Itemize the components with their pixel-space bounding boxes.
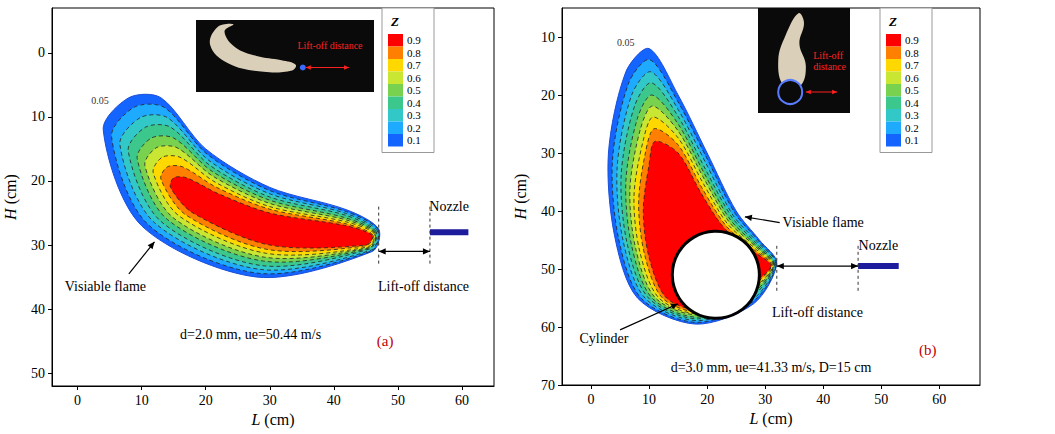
svg-text:Lift-off distance: Lift-off distance [772, 305, 863, 320]
svg-text:10: 10 [541, 30, 555, 45]
svg-text:10: 10 [135, 393, 149, 408]
svg-text:(cm): (cm) [512, 174, 530, 208]
svg-text:50: 50 [541, 262, 555, 277]
svg-text:0.4: 0.4 [407, 97, 421, 109]
svg-text:0.2: 0.2 [905, 122, 919, 134]
svg-text:40: 40 [816, 392, 830, 407]
svg-text:40: 40 [541, 204, 555, 219]
svg-text:0.7: 0.7 [407, 59, 421, 71]
svg-text:Nozzle: Nozzle [429, 199, 469, 214]
svg-text:50: 50 [874, 392, 888, 407]
svg-text:0.8: 0.8 [905, 47, 919, 59]
svg-text:70: 70 [541, 378, 555, 393]
svg-text:0.7: 0.7 [905, 59, 919, 71]
svg-text:0.3: 0.3 [407, 109, 421, 121]
svg-text:60: 60 [932, 392, 946, 407]
svg-text:20: 20 [199, 393, 213, 408]
svg-text:Lift-off distance: Lift-off distance [297, 40, 363, 51]
svg-text:0: 0 [588, 392, 595, 407]
svg-text:0.4: 0.4 [905, 97, 919, 109]
svg-text:H: H [1, 208, 19, 220]
svg-text:Z: Z [888, 14, 897, 29]
svg-text:0.05: 0.05 [91, 95, 109, 106]
svg-text:30: 30 [263, 393, 277, 408]
svg-text:0.8: 0.8 [407, 47, 421, 59]
svg-text:0.6: 0.6 [905, 72, 919, 84]
svg-text:0.5: 0.5 [407, 84, 421, 96]
svg-text:20: 20 [31, 173, 45, 188]
svg-text:H: H [511, 207, 529, 220]
svg-text:Cylinder: Cylinder [579, 331, 628, 346]
svg-text:0.5: 0.5 [905, 84, 919, 96]
svg-text:(b): (b) [919, 342, 937, 359]
svg-text:50: 50 [31, 366, 45, 381]
svg-text:0.2: 0.2 [407, 122, 421, 134]
svg-text:Lift-off distance: Lift-off distance [378, 279, 469, 294]
svg-text:Visiable flame: Visiable flame [65, 279, 146, 294]
svg-text:d=3.0 mm, ue=41.33 m/s, D=15 c: d=3.0 mm, ue=41.33 m/s, D=15 cm [671, 360, 872, 375]
svg-text:L: L [250, 411, 260, 428]
svg-text:0.9: 0.9 [905, 34, 919, 46]
svg-text:50: 50 [391, 393, 405, 408]
svg-text:Lift-off: Lift-off [813, 50, 843, 61]
svg-text:Visiable flame: Visiable flame [783, 215, 864, 230]
svg-text:60: 60 [541, 320, 555, 335]
svg-text:0: 0 [74, 393, 81, 408]
svg-text:10: 10 [642, 392, 656, 407]
svg-text:0.1: 0.1 [905, 134, 919, 146]
svg-text:0.05: 0.05 [617, 37, 635, 48]
svg-text:20: 20 [700, 392, 714, 407]
svg-text:20: 20 [541, 88, 555, 103]
svg-text:60: 60 [455, 393, 469, 408]
svg-text:30: 30 [758, 392, 772, 407]
svg-text:L: L [748, 410, 758, 427]
svg-text:(cm): (cm) [260, 411, 294, 429]
svg-text:Z: Z [390, 14, 399, 29]
svg-text:Nozzle: Nozzle [859, 238, 899, 253]
svg-text:40: 40 [327, 393, 341, 408]
svg-text:0: 0 [38, 45, 45, 60]
svg-text:40: 40 [31, 302, 45, 317]
svg-text:distance: distance [813, 61, 846, 72]
svg-text:0.9: 0.9 [407, 34, 421, 46]
svg-text:10: 10 [31, 109, 45, 124]
svg-text:0.6: 0.6 [407, 72, 421, 84]
svg-text:(cm): (cm) [758, 410, 792, 428]
svg-text:(cm): (cm) [2, 174, 20, 208]
svg-text:30: 30 [541, 146, 555, 161]
svg-text:30: 30 [31, 238, 45, 253]
svg-text:0.3: 0.3 [905, 109, 919, 121]
svg-text:d=2.0 mm, ue=50.44 m/s: d=2.0 mm, ue=50.44 m/s [180, 327, 321, 342]
svg-text:(a): (a) [377, 333, 394, 350]
svg-text:0.1: 0.1 [407, 134, 421, 146]
